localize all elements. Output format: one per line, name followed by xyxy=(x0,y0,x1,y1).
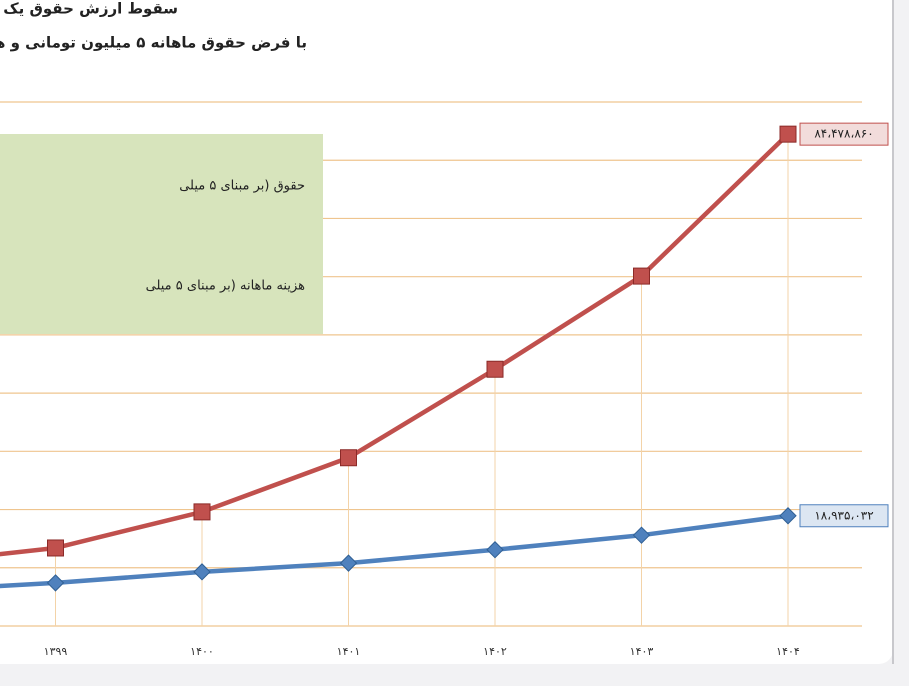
marker xyxy=(47,539,64,557)
marker xyxy=(340,449,357,467)
marker xyxy=(486,360,504,378)
x-tick-label: ۱۳۹۹ xyxy=(44,645,68,658)
x-tick-label: ۱۴۰۱ xyxy=(337,645,361,658)
marker xyxy=(779,125,797,143)
marker xyxy=(46,574,65,592)
value-label: ۱۸،۹۳۵،۰۳۲ xyxy=(814,508,873,522)
marker xyxy=(193,503,211,521)
x-tick-label: ۱۴۰۲ xyxy=(483,645,507,658)
marker xyxy=(632,526,651,544)
marker xyxy=(633,267,650,285)
x-tick-label: ۱۴۰۳ xyxy=(630,645,654,658)
legend-box xyxy=(0,134,323,334)
legend-label: حقوق (بر مبنای ۵ میلی xyxy=(179,179,305,194)
plot: ۸۴،۴۷۸،۸۶۰ ۱۸،۹۳۵،۰۳۲ xyxy=(0,122,889,592)
marker xyxy=(339,554,358,572)
value-label-box xyxy=(799,122,889,146)
marker xyxy=(193,563,211,581)
marker xyxy=(486,541,504,559)
value-label-box xyxy=(799,504,889,528)
chart-subtitle: با فرض حقوق ماهانه ۵ میلیون تومانی و هزی… xyxy=(0,34,307,52)
value-label: ۸۴،۴۷۸،۸۶۰ xyxy=(814,127,873,141)
x-tick-label: ۱۴۰۰ xyxy=(190,645,214,658)
grid: حقوق (بر مبنای ۵ میلی هزینه ماهانه (بر مب… xyxy=(0,101,862,658)
marker xyxy=(779,507,797,525)
chart-title: سقوط ارزش حقوق یک کا xyxy=(0,0,178,18)
x-tick-label: ۱۴۰۴ xyxy=(776,645,800,658)
legend-label: هزینه ماهانه (بر مبنای ۵ میلی xyxy=(146,279,306,294)
